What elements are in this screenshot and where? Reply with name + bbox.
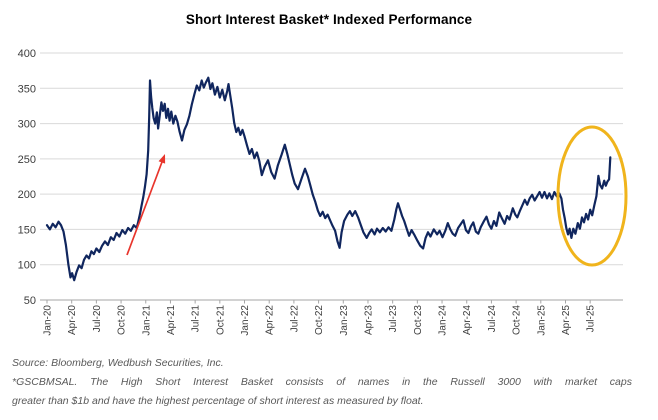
y-tick-label: 150 [18, 224, 36, 236]
x-tick-label: Jan-22 [240, 305, 251, 336]
x-tick-label: Jan-23 [339, 305, 350, 336]
x-tick-label: Apr-22 [265, 305, 276, 335]
x-tick-label: Apr-20 [67, 305, 78, 335]
chart-svg: 400 350 300 250 200 150 100 50 Jan-20 Apr-20 Jul-2… [18, 48, 628, 336]
x-tick-label: Jan-25 [536, 305, 547, 336]
x-tick-label: Oct-22 [314, 305, 325, 335]
x-tick-label: Oct-24 [512, 305, 523, 335]
footnote-line-2: greater than $1b and have the highest pe… [12, 395, 424, 407]
x-tick-label: Apr-21 [166, 305, 177, 335]
x-tick-label: Jan-21 [141, 305, 152, 336]
annotation-arrow-shaft [126, 159, 164, 256]
y-tick-label: 300 [18, 119, 36, 131]
y-tick-label: 50 [24, 295, 36, 307]
y-tick-label: 250 [18, 154, 36, 166]
x-tick-label: Jul-20 [92, 305, 103, 333]
x-tick-label: Apr-24 [462, 305, 473, 335]
x-tick-label: Jul-24 [487, 305, 498, 333]
source-text: Source: Bloomberg, Wedbush Securities, I… [12, 357, 224, 369]
annotation-ellipse [556, 125, 628, 267]
footnote-line-1: *GSCBMSAL. The High Short Interest Baske… [12, 376, 632, 388]
x-tick-label: Jul-22 [289, 305, 300, 333]
x-tick-label: Apr-23 [363, 305, 374, 335]
y-tick-label: 400 [18, 48, 36, 60]
series-line [45, 76, 612, 282]
y-tick-label: 100 [18, 260, 36, 272]
x-tick-label: Oct-23 [413, 305, 424, 335]
x-tick-label: Jul-23 [388, 305, 399, 333]
annotation-arrow-head [158, 154, 166, 164]
y-tick-label: 200 [18, 189, 36, 201]
x-tick-label: Jan-24 [438, 305, 449, 336]
x-tick-label: Apr-25 [561, 305, 572, 335]
x-tick-label: Oct-20 [117, 305, 128, 335]
y-tick-label: 350 [18, 83, 36, 95]
x-tick-label: Jul-25 [586, 305, 597, 333]
chart-title: Short Interest Basket* Indexed Performan… [185, 12, 473, 27]
x-tick-label: Oct-21 [215, 305, 226, 335]
x-tick-label: Jan-20 [43, 305, 54, 336]
x-tick-label: Jul-21 [191, 305, 202, 333]
